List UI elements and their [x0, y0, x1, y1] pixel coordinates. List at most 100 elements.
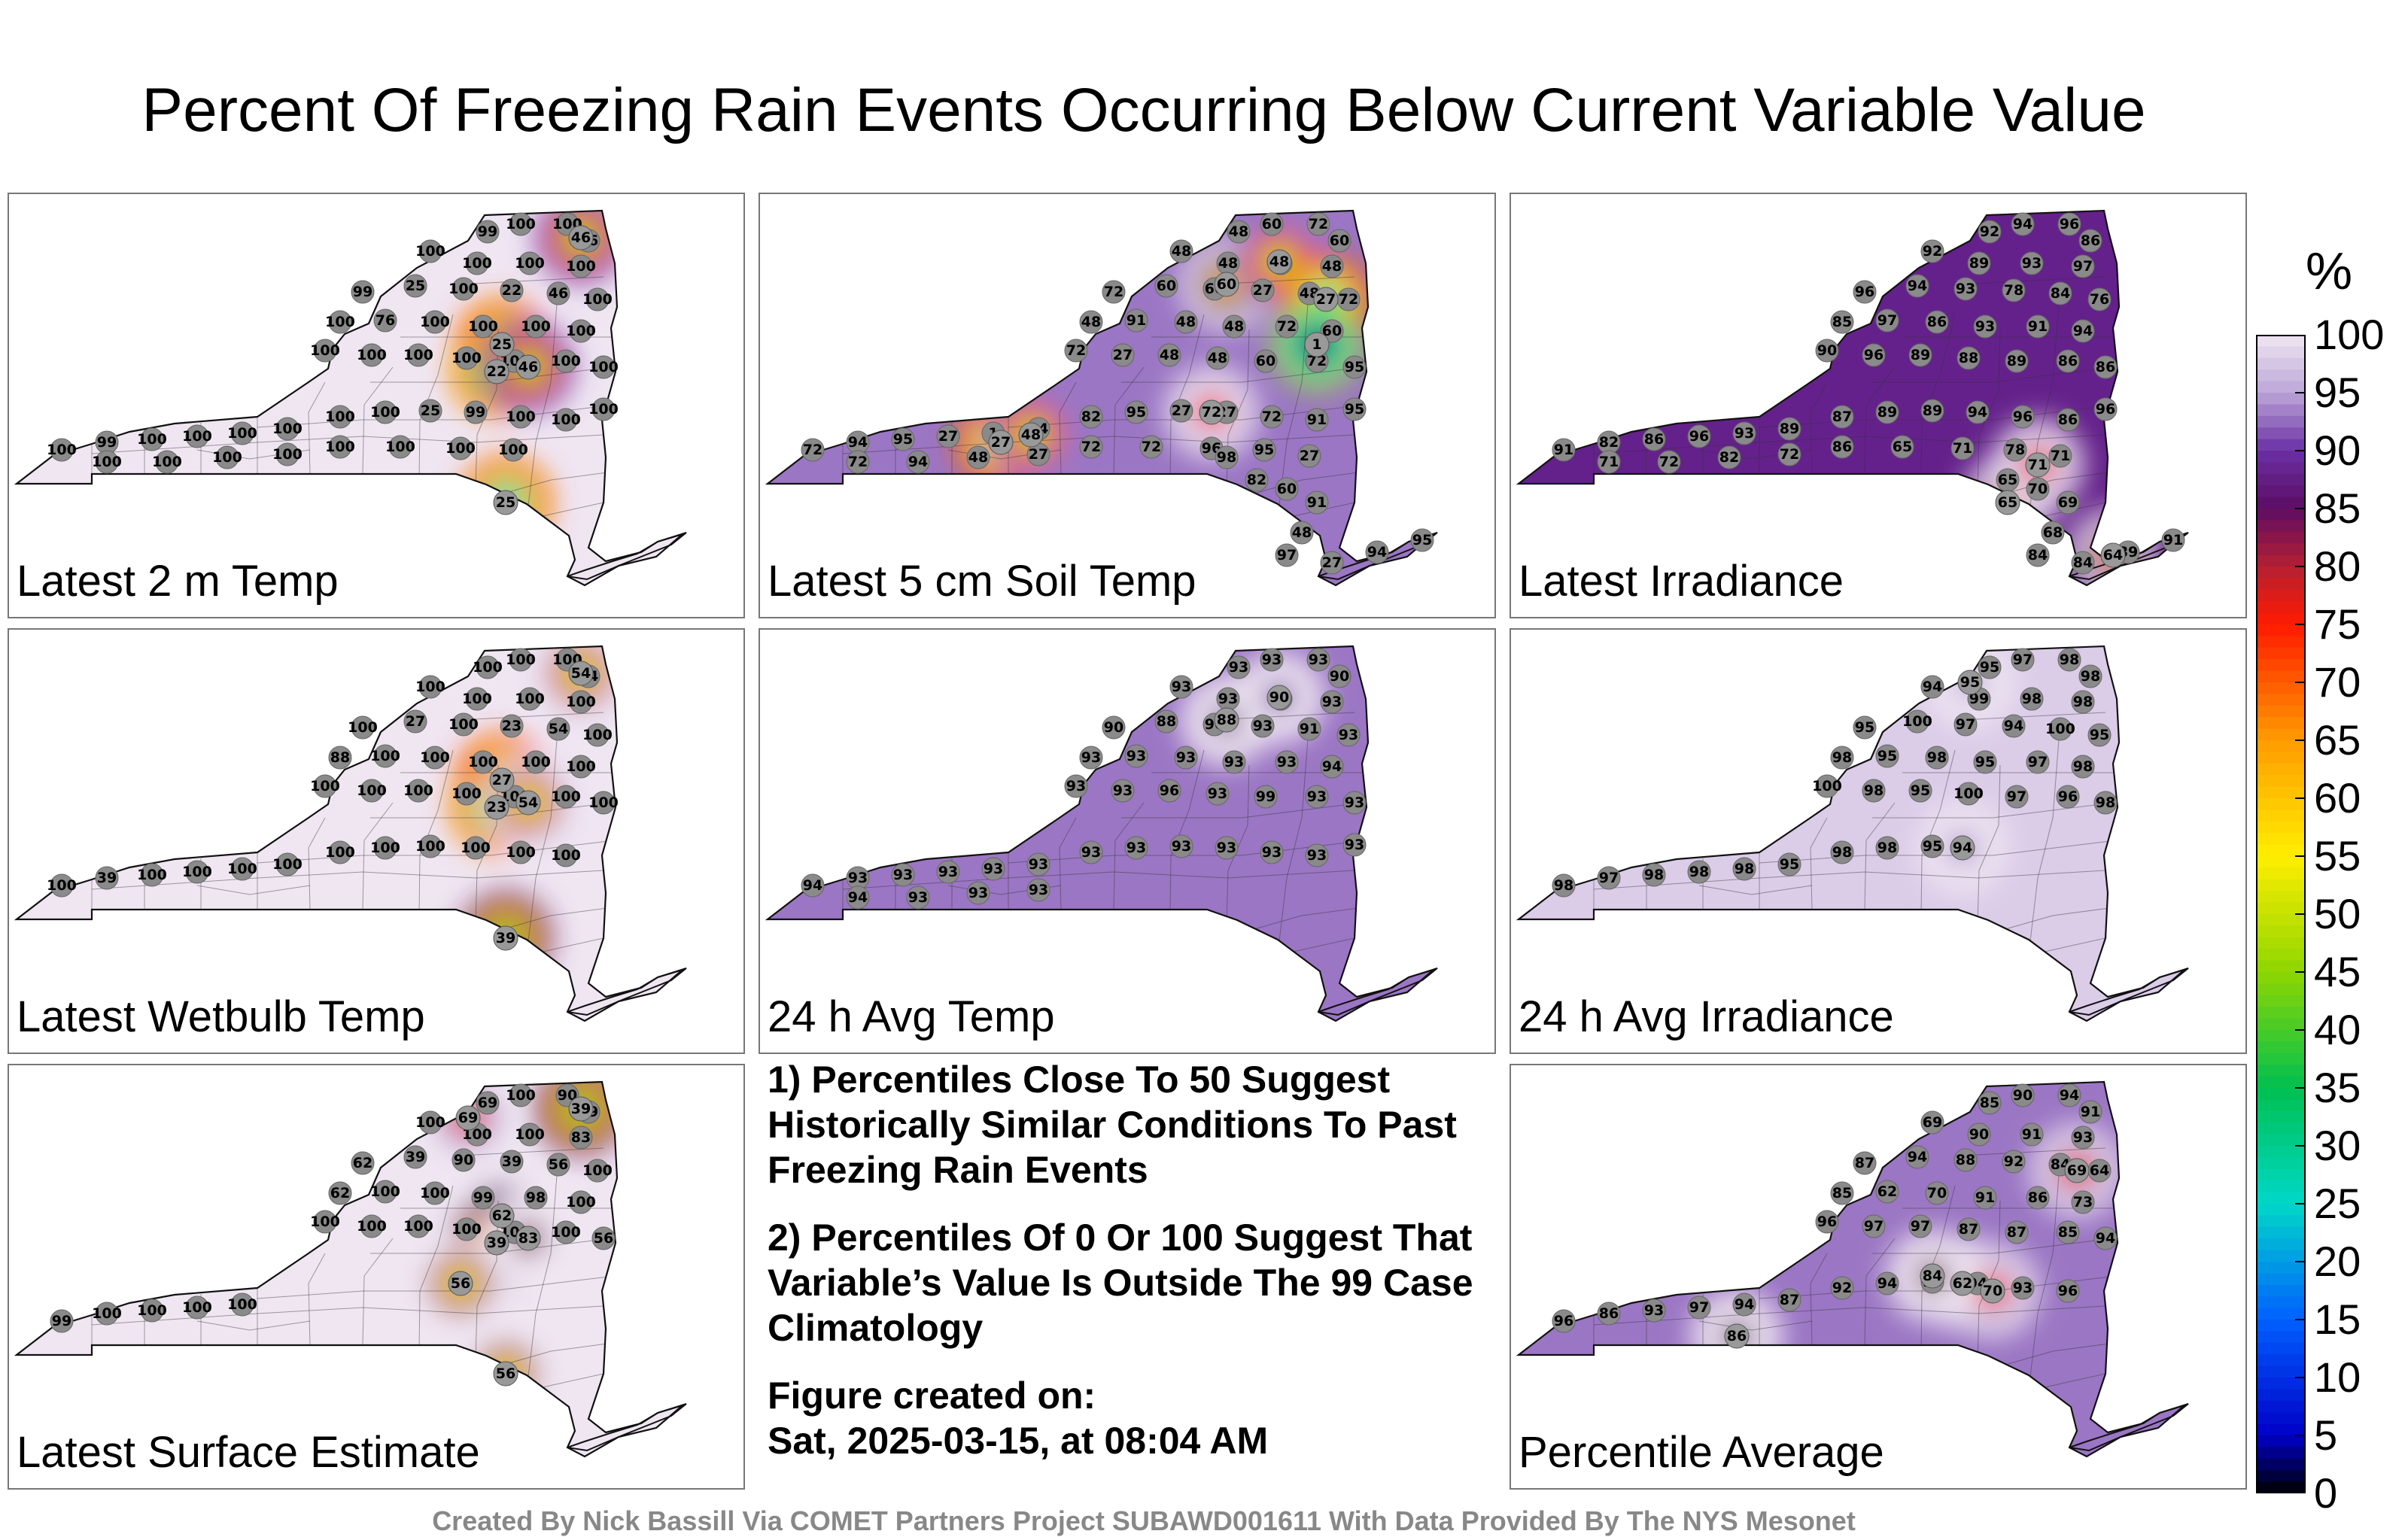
hotspot-value: 22 — [487, 363, 506, 380]
station-dot — [1102, 715, 1126, 740]
station-value: 98 — [526, 1189, 546, 1206]
station-marker: 95 — [1342, 355, 1367, 379]
station-marker: 100 — [152, 450, 182, 474]
station-value: 72 — [1104, 284, 1123, 300]
station-dot — [2093, 1226, 2118, 1250]
station-value: 62 — [1877, 1183, 1897, 1200]
station-value: 100 — [1953, 785, 1984, 802]
station-dot — [1327, 229, 1351, 253]
station-dot — [360, 343, 384, 367]
station-value: 89 — [1780, 421, 1799, 437]
colorbar-band — [2257, 844, 2305, 857]
county-line — [535, 502, 604, 518]
station-dot — [1642, 863, 1666, 887]
station-value: 91 — [1126, 312, 1146, 329]
station-value: 93 — [908, 889, 928, 906]
colorbar-band — [2257, 694, 2305, 706]
station-marker: 98 — [1552, 873, 1576, 898]
station-dot — [524, 314, 548, 339]
station-dot — [1597, 1302, 1621, 1326]
station-marker: 27 — [936, 424, 960, 448]
map-panel-irradiance: 92 94 96 86 92 89 93 97 96 94 93 78 84 76 85 97 86 93 91 94… — [1510, 193, 2247, 618]
map-5cm-soil-temp: 4860726048486048726060274872489148487260… — [765, 209, 1438, 587]
station-marker: 68 — [2041, 521, 2065, 545]
station-marker: 98 — [2078, 664, 2102, 688]
colorbar-tick-label: 90 — [2314, 427, 2361, 474]
station-marker: 86 — [1925, 310, 1949, 334]
station-dot — [1687, 860, 1711, 884]
station-marker: 72 — [1139, 435, 1163, 459]
station-marker: 99 — [50, 1309, 74, 1333]
station-marker: 99 — [351, 280, 375, 304]
station-marker: 100 — [506, 1083, 536, 1107]
station-marker: 100 — [325, 310, 355, 334]
colorbar-band — [2257, 763, 2305, 776]
station-dot — [423, 746, 447, 770]
station-dot — [1124, 836, 1148, 860]
colorbar-band — [2257, 740, 2305, 752]
hotspot-value: 27 — [492, 772, 512, 788]
colorbar-band — [2257, 485, 2305, 498]
colorbar-band — [2257, 1378, 2305, 1390]
station-value: 60 — [1322, 323, 1342, 339]
station-dot — [2048, 717, 2072, 741]
station-dot — [1079, 746, 1103, 770]
station-marker: 99 — [95, 430, 119, 454]
station-marker: 100 — [403, 779, 433, 803]
station-value: 98 — [2073, 694, 2093, 710]
station-dot — [509, 405, 533, 429]
station-dot — [2002, 714, 2026, 738]
hotspot-value: 60 — [1217, 276, 1236, 293]
station-value: 93 — [1339, 727, 1358, 743]
station-marker: 96 — [1862, 343, 1886, 367]
station-dot — [275, 442, 299, 466]
station-marker: 91 — [2078, 1100, 2102, 1124]
station-dot — [2026, 750, 2050, 774]
station-value: 27 — [1300, 448, 1319, 464]
hotspot-value: 64 — [2103, 547, 2123, 563]
station-value: 70 — [1927, 1185, 1947, 1201]
station-marker: 93 — [1973, 314, 1997, 339]
colorbar-tick-label: 15 — [2314, 1296, 2361, 1343]
station-marker: 93 — [891, 863, 915, 887]
station-value: 84 — [2073, 554, 2093, 571]
station-marker: 97 — [1687, 1296, 1711, 1320]
station-dot — [351, 280, 375, 304]
station-value: 100 — [182, 428, 212, 445]
station-value: 98 — [1877, 840, 1897, 856]
station-dot — [418, 399, 442, 423]
station-value: 84 — [2051, 285, 2070, 302]
station-value: 100 — [325, 844, 355, 861]
station-marker: 100 — [227, 421, 257, 445]
station-value: 100 — [348, 719, 378, 736]
hotspot-dot — [2100, 542, 2126, 568]
station-marker: 92 — [1920, 239, 1944, 263]
station-dot — [140, 1299, 164, 1323]
station-dot — [2056, 1220, 2080, 1244]
station-marker: 71 — [1950, 436, 1975, 460]
station-value: 94 — [1968, 404, 1987, 421]
station-value: 100 — [415, 243, 445, 260]
station-value: 88 — [330, 749, 350, 766]
hotspot-marker: 39 — [484, 1230, 509, 1256]
colorbar — [2256, 335, 2306, 1493]
station-value: 85 — [2058, 1224, 2078, 1241]
station-marker: 85 — [2056, 1220, 2080, 1244]
map-surface-estimate: 6910090391001001008362399039561006210010… — [14, 1080, 687, 1458]
station-dot — [1830, 1276, 1854, 1300]
station-marker: 39 — [500, 1150, 524, 1174]
station-value: 93 — [848, 870, 868, 886]
colorbar-band — [2257, 381, 2305, 393]
colorbar-band — [2257, 1146, 2305, 1158]
station-marker: 100 — [566, 319, 596, 343]
station-marker: 48 — [1157, 343, 1181, 367]
station-marker: 62 — [328, 1181, 352, 1205]
station-marker: 70 — [1925, 1181, 1949, 1205]
station-marker: 100 — [521, 314, 551, 339]
hotspot-marker: 60 — [1214, 272, 1239, 297]
county-line — [1999, 1343, 2110, 1367]
map-panel-24h-avg-irradiance: 95 97 98 98 94 99 98 98 95 100 97 94 100 95 98 95 98 95 97… — [1510, 628, 2247, 1054]
station-marker: 97 — [1597, 866, 1621, 890]
map-24h-avg-temp: 9393939093939393908890939193939393939394… — [765, 645, 1438, 1022]
station-value: 94 — [2060, 1087, 2079, 1104]
